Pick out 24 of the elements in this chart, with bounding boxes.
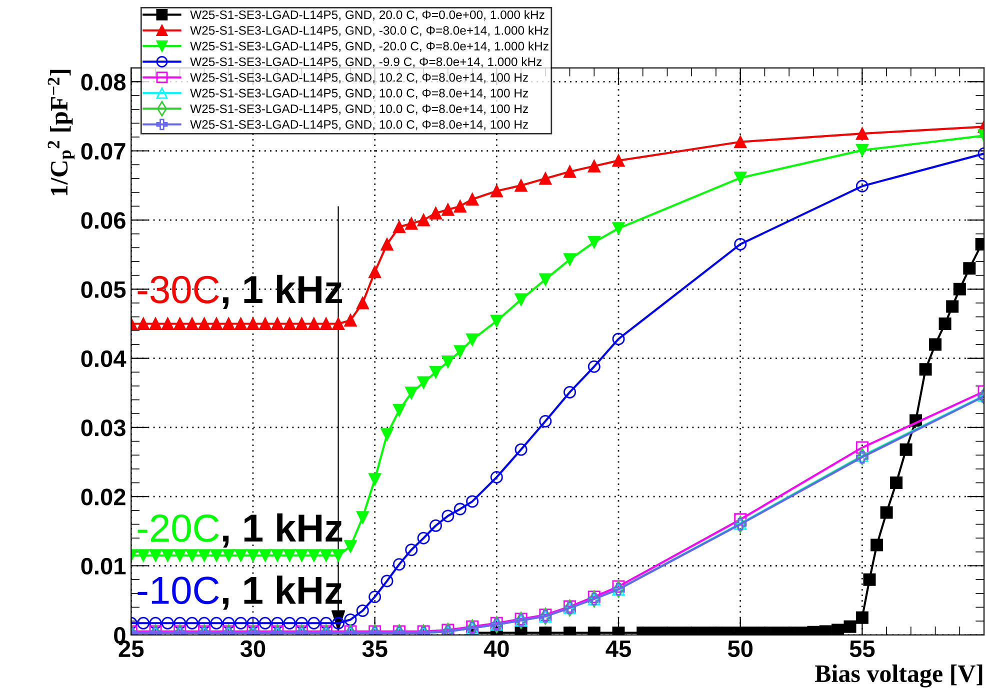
y-axis-title: 1/C$_{p}$$^{2}$ [pF$^{−2}$] <box>48 70 75 196</box>
legend-label: W25-S1-SE3-LGAD-L14P5, GND, -30.0 C, Φ=8.0e+14, 1.000 kHz <box>190 26 548 36</box>
y-tick-label: 0.03 <box>81 420 126 436</box>
y-tick-label: 0.04 <box>81 350 126 368</box>
y-tick-label: 0.01 <box>81 558 126 575</box>
x-tick-label: 30 <box>240 640 266 658</box>
x-tick-label: 40 <box>484 640 509 658</box>
legend-label: W25-S1-SE3-LGAD-L14P5, GND, 10.2 C, Φ=8.0e+14, 100 Hz <box>190 73 528 84</box>
y-tick-label: 0.05 <box>81 281 126 298</box>
y-tick-label: 0.07 <box>81 142 126 160</box>
legend-label: W25-S1-SE3-LGAD-L14P5, GND, -9.9 C, Φ=8.0e+14, 1.000 kHz <box>190 57 542 68</box>
y-tick-label: 0.06 <box>81 212 126 229</box>
y-tick-label: 0.08 <box>81 74 126 91</box>
x-tick-label: 50 <box>728 640 753 658</box>
x-axis-title: Bias voltage [V] <box>815 664 982 688</box>
x-tick-label: 55 <box>850 640 875 658</box>
x-tick-label: 45 <box>606 640 631 658</box>
legend-label: W25-S1-SE3-LGAD-L14P5, GND, 10.0 C, Φ=8.0e+14, 100 Hz <box>190 120 528 130</box>
y-tick-label: 0.02 <box>81 488 126 506</box>
legend-label: W25-S1-SE3-LGAD-L14P5, GND, 10.0 C, Φ=8.0e+14, 100 Hz <box>190 88 528 99</box>
x-tick-label: 35 <box>362 640 388 658</box>
legend-label: W25-S1-SE3-LGAD-L14P5, GND, 20.0 C, Φ=0.0e+00, 1.000 kHz <box>190 10 544 21</box>
legend-label: W25-S1-SE3-LGAD-L14P5, GND, -20.0 C, Φ=8.0e+14, 1.000 kHz <box>190 41 548 52</box>
legend-label: W25-S1-SE3-LGAD-L14P5, GND, 10.0 C, Φ=8.0e+14, 100 Hz <box>190 104 528 115</box>
